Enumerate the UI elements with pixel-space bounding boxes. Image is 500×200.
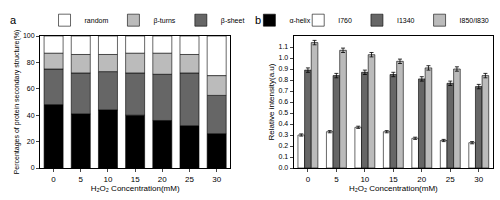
svg-text:10: 10 [360,175,369,184]
svg-text:0: 0 [51,175,56,184]
svg-text:0.7: 0.7 [279,87,289,94]
svg-text:random: random [85,17,109,24]
svg-text:β-sheet: β-sheet [221,17,245,25]
svg-text:0.4: 0.4 [279,120,289,127]
svg-text:b: b [255,14,261,26]
svg-text:0.6: 0.6 [279,98,289,105]
svg-text:20: 20 [417,175,426,184]
svg-text:100: 100 [23,32,35,39]
svg-text:30: 30 [474,175,483,184]
svg-text:80: 80 [27,59,35,66]
svg-text:β-turns: β-turns [153,17,175,25]
svg-text:0.9: 0.9 [279,65,289,72]
svg-text:0.3: 0.3 [279,131,289,138]
svg-text:20: 20 [27,138,35,145]
svg-text:0: 0 [31,164,35,171]
svg-text:H₂O₂ Concentration(mM): H₂O₂ Concentration(mM) [91,184,180,193]
svg-text:40: 40 [27,112,35,119]
svg-text:0.8: 0.8 [279,76,289,83]
svg-text:α-helix: α-helix [289,17,310,24]
svg-text:0: 0 [306,175,311,184]
svg-text:20: 20 [158,175,167,184]
svg-text:10: 10 [103,175,112,184]
svg-text:30: 30 [212,175,221,184]
svg-text:0.0: 0.0 [279,164,289,171]
svg-text:1.0: 1.0 [279,54,289,61]
svg-text:15: 15 [131,175,140,184]
svg-text:5: 5 [79,175,84,184]
svg-text:25: 25 [185,175,194,184]
svg-text:H₂O₂ Concentration(mM): H₂O₂ Concentration(mM) [349,184,438,193]
svg-text:0.1: 0.1 [279,153,289,160]
svg-text:I1340: I1340 [397,17,415,24]
svg-text:1.1: 1.1 [279,43,289,50]
svg-text:a: a [10,14,17,26]
svg-text:Percentages of protein seconda: Percentages of protein secondary structu… [13,30,21,175]
svg-text:Relative intensity(a.u): Relative intensity(a.u) [267,63,276,140]
svg-text:25: 25 [446,175,455,184]
svg-text:60: 60 [27,85,35,92]
svg-text:15: 15 [389,175,398,184]
svg-text:0.2: 0.2 [279,142,289,149]
svg-text:0.5: 0.5 [279,109,289,116]
svg-text:I850/I830: I850/I830 [460,17,489,24]
svg-text:I760: I760 [338,17,352,24]
svg-text:5: 5 [334,175,339,184]
